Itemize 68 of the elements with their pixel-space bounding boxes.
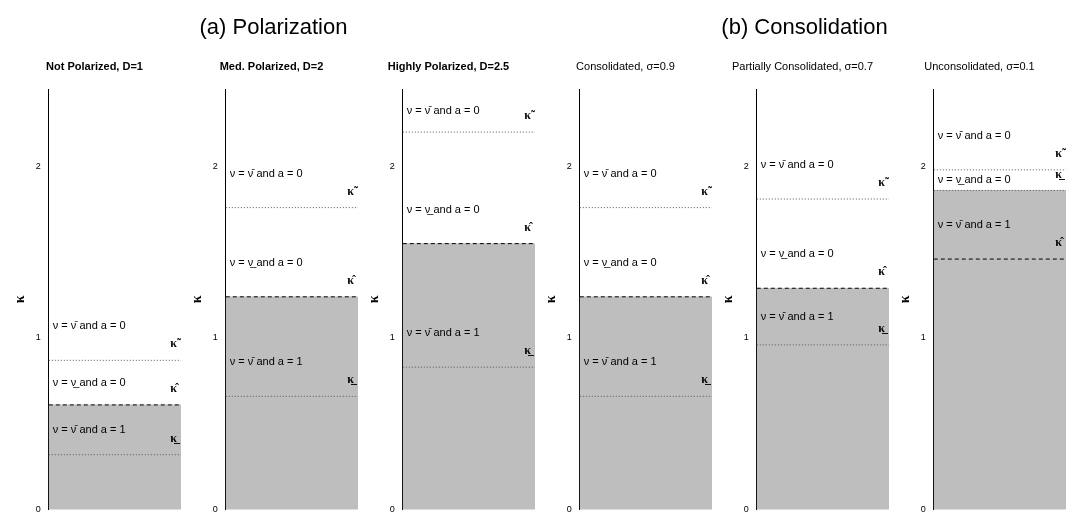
text: (a) Polarization <box>199 14 348 39</box>
y-tick-label: 2 <box>920 160 926 171</box>
y-tick-label: 1 <box>920 332 926 343</box>
annotation: ν = ν̄ and a = 0 <box>760 158 834 171</box>
annotation: ν = ν̄ and a = 0 <box>229 166 303 179</box>
y-axis-title: κ <box>720 295 736 304</box>
annotation: ν = ν̲ and a = 0 <box>937 173 1011 186</box>
ref-line-label: κ̃ <box>701 183 712 198</box>
y-tick-label: 1 <box>566 332 572 343</box>
ref-line-label: κ̲ <box>878 320 889 335</box>
annotation: ν = ν̄ and a = 0 <box>406 103 480 116</box>
annotation: ν = ν̄ and a = 1 <box>52 422 126 435</box>
y-tick-label: 0 <box>212 504 218 515</box>
ref-line-label: κ̲ <box>347 372 358 387</box>
y-tick-label: 0 <box>743 504 749 515</box>
y-tick-label: 2 <box>566 160 572 171</box>
annotation: ν = ν̄ and a = 1 <box>760 309 834 322</box>
annotation: ν = ν̲ and a = 0 <box>229 255 303 268</box>
ref-line-label: κ̃ <box>347 183 358 198</box>
annotation: ν = ν̄ and a = 0 <box>52 319 126 332</box>
ref-line-label: κ̂ <box>347 272 356 287</box>
y-axis-title: κ <box>189 295 205 304</box>
ref-line-label: κ̂ <box>1055 235 1064 250</box>
ref-line-label: κ̃ <box>1055 145 1066 160</box>
ref-line-label: κ̃ <box>170 336 181 351</box>
chart-title: Unconsolidated, σ=0.1 <box>924 59 1035 72</box>
y-axis-title: κ <box>12 295 28 304</box>
ref-line-label: κ̲ <box>1055 166 1066 181</box>
y-tick-label: 1 <box>743 332 749 343</box>
y-tick-label: 0 <box>35 504 41 515</box>
y-tick-label: 0 <box>566 504 572 515</box>
ref-line-label: κ̂ <box>524 219 533 234</box>
y-tick-label: 1 <box>35 332 41 343</box>
y-tick-label: 0 <box>920 504 926 515</box>
annotation: ν = ν̲ and a = 0 <box>760 247 834 260</box>
ref-line-label: κ̲ <box>524 343 535 358</box>
chart-title: Consolidated, σ=0.9 <box>576 59 675 72</box>
ref-line-label: κ̂ <box>878 264 887 279</box>
annotation: ν = ν̄ and a = 1 <box>583 355 657 368</box>
y-tick-label: 2 <box>743 160 749 171</box>
ref-line-label: κ̂ <box>701 272 710 287</box>
chart-title: Partially Consolidated, σ=0.7 <box>731 59 874 72</box>
chart-title: Not Polarized, D=1 <box>46 59 143 72</box>
ref-line-label: κ̃ <box>878 175 889 190</box>
y-tick-label: 1 <box>212 332 218 343</box>
y-tick-label: 2 <box>35 160 41 171</box>
annotation: ν = ν̄ and a = 0 <box>937 128 1011 141</box>
y-axis-title: κ <box>366 295 382 304</box>
annotation: ν = ν̄ and a = 1 <box>937 218 1011 231</box>
annotation: ν = ν̄ and a = 1 <box>229 355 303 368</box>
annotation: ν = ν̲ and a = 0 <box>406 202 480 215</box>
y-tick-label: 0 <box>389 504 395 515</box>
chart-title: Med. Polarized, D=2 <box>219 59 324 72</box>
y-axis-title: κ <box>897 295 913 304</box>
chart-title: Highly Polarized, D=2.5 <box>387 59 510 72</box>
ref-line-label: κ̲ <box>701 372 712 387</box>
annotation: ν = ν̲ and a = 0 <box>52 375 126 388</box>
y-axis-title: κ <box>543 295 559 304</box>
text: (b) Consolidation <box>721 14 888 39</box>
ref-line-label: κ̂ <box>170 381 179 396</box>
y-tick-label: 2 <box>389 160 395 171</box>
ref-line-label: κ̃ <box>524 108 535 123</box>
annotation: ν = ν̄ and a = 0 <box>583 166 657 179</box>
annotation: ν = ν̄ and a = 1 <box>406 326 480 339</box>
annotation: ν = ν̲ and a = 0 <box>583 255 657 268</box>
y-tick-label: 1 <box>389 332 395 343</box>
y-tick-label: 2 <box>212 160 218 171</box>
ref-line-label: κ̲ <box>170 430 181 445</box>
